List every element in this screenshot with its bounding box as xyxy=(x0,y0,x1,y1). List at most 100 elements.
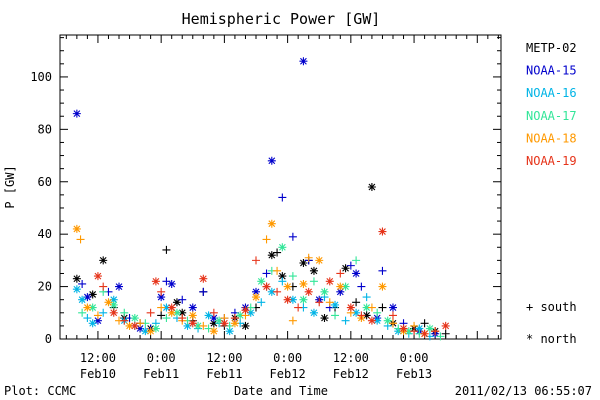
data-point-north xyxy=(162,303,171,312)
data-point-north xyxy=(278,272,287,281)
data-point-north xyxy=(283,295,292,304)
data-point-south xyxy=(325,298,334,307)
data-point-north xyxy=(246,308,255,317)
data-point-north xyxy=(188,311,197,320)
data-point-south xyxy=(157,311,166,320)
data-point-north xyxy=(352,269,361,278)
legend-south-marker: + south xyxy=(526,300,577,314)
data-point-south xyxy=(309,277,318,286)
data-point-north xyxy=(336,287,345,296)
legend-entry: NOAA-15 xyxy=(526,64,577,78)
data-point-south xyxy=(78,308,87,317)
data-point-north xyxy=(267,287,276,296)
data-point-north xyxy=(194,321,203,330)
y-tick-label: 40 xyxy=(38,227,52,241)
data-point-south xyxy=(341,316,350,325)
data-point-north xyxy=(267,156,276,165)
data-point-north xyxy=(99,256,108,265)
data-point-north xyxy=(288,295,297,304)
data-point-south xyxy=(378,303,387,312)
data-point-north xyxy=(72,224,81,233)
data-point-south xyxy=(262,235,271,244)
y-axis: 0 20 40 60 80 100 xyxy=(30,37,501,346)
y-tick-label: 20 xyxy=(38,280,52,294)
data-point-north xyxy=(378,227,387,236)
legend-entry: NOAA-16 xyxy=(526,86,577,100)
data-point-north xyxy=(72,109,81,118)
data-point-south xyxy=(331,311,340,320)
data-point-north xyxy=(141,327,150,336)
data-point-north xyxy=(188,303,197,312)
legend-entry: METP-02 xyxy=(526,41,577,55)
data-point-south xyxy=(410,327,419,336)
data-point-south xyxy=(362,293,371,302)
data-point-south xyxy=(199,287,208,296)
data-point-north xyxy=(225,327,234,336)
data-point-north xyxy=(404,327,413,336)
data-point-north xyxy=(320,314,329,323)
data-point-south xyxy=(278,277,287,286)
data-point-south xyxy=(252,256,260,265)
data-point-north xyxy=(109,308,118,317)
y-tick-label: 60 xyxy=(38,175,52,189)
data-point-south xyxy=(352,256,361,265)
data-point-north xyxy=(146,327,155,336)
data-point-north xyxy=(199,274,208,283)
data-point-north xyxy=(267,219,276,228)
data-point-north xyxy=(309,308,318,317)
data-point-north xyxy=(420,329,429,338)
data-point-north xyxy=(88,290,97,299)
x-tick-time-label: 0:00 xyxy=(273,351,302,365)
data-point-north xyxy=(178,308,187,317)
data-point-north xyxy=(441,321,450,330)
data-point-south xyxy=(178,295,187,304)
data-point-south xyxy=(336,269,345,278)
data-point-north xyxy=(220,319,229,328)
y-tick-label: 100 xyxy=(30,70,52,84)
data-point-south xyxy=(99,282,108,291)
data-point-north xyxy=(362,311,371,320)
data-point-north xyxy=(378,282,387,291)
data-point-north xyxy=(331,300,340,309)
data-point-south xyxy=(288,316,297,325)
data-point-north xyxy=(209,314,218,323)
data-point-north xyxy=(399,324,408,333)
y-tick-label: 80 xyxy=(38,122,52,136)
data-point-north xyxy=(83,303,92,312)
legend-north-marker: * north xyxy=(526,332,577,346)
data-point-north xyxy=(93,272,102,281)
data-point-south xyxy=(367,303,376,312)
data-point-north xyxy=(304,287,313,296)
data-point-south xyxy=(157,303,166,312)
plot-credit: Plot: CCMC xyxy=(4,384,76,398)
data-point-north xyxy=(425,324,434,333)
data-point-north xyxy=(115,282,124,291)
data-point-south xyxy=(162,245,171,254)
data-point-north xyxy=(336,282,345,291)
data-point-north xyxy=(325,277,334,286)
data-point-north xyxy=(367,316,376,325)
data-point-south xyxy=(209,308,218,317)
data-point-north xyxy=(88,319,97,328)
data-point-north xyxy=(167,279,176,288)
x-tick-time-label: 12:00 xyxy=(80,351,116,365)
data-point-south xyxy=(120,308,129,317)
x-tick-time-label: 0:00 xyxy=(147,351,176,365)
data-point-north xyxy=(278,243,287,252)
y-axis-label: P [GW] xyxy=(3,165,17,208)
data-point-south xyxy=(388,311,397,320)
data-point-south xyxy=(278,193,287,202)
data-point-north xyxy=(299,279,308,288)
x-tick-date-label: Feb11 xyxy=(206,367,242,381)
data-point-north xyxy=(183,321,192,330)
data-point-south xyxy=(357,282,366,291)
data-point-north xyxy=(130,321,139,330)
legend-entry: NOAA-17 xyxy=(526,109,577,123)
data-point-south xyxy=(315,298,324,307)
data-point-north xyxy=(78,295,87,304)
data-point-north xyxy=(252,293,260,302)
data-point-north xyxy=(188,319,197,328)
data-point-south xyxy=(76,235,85,244)
data-point-north xyxy=(309,266,318,275)
data-point-north xyxy=(167,303,176,312)
